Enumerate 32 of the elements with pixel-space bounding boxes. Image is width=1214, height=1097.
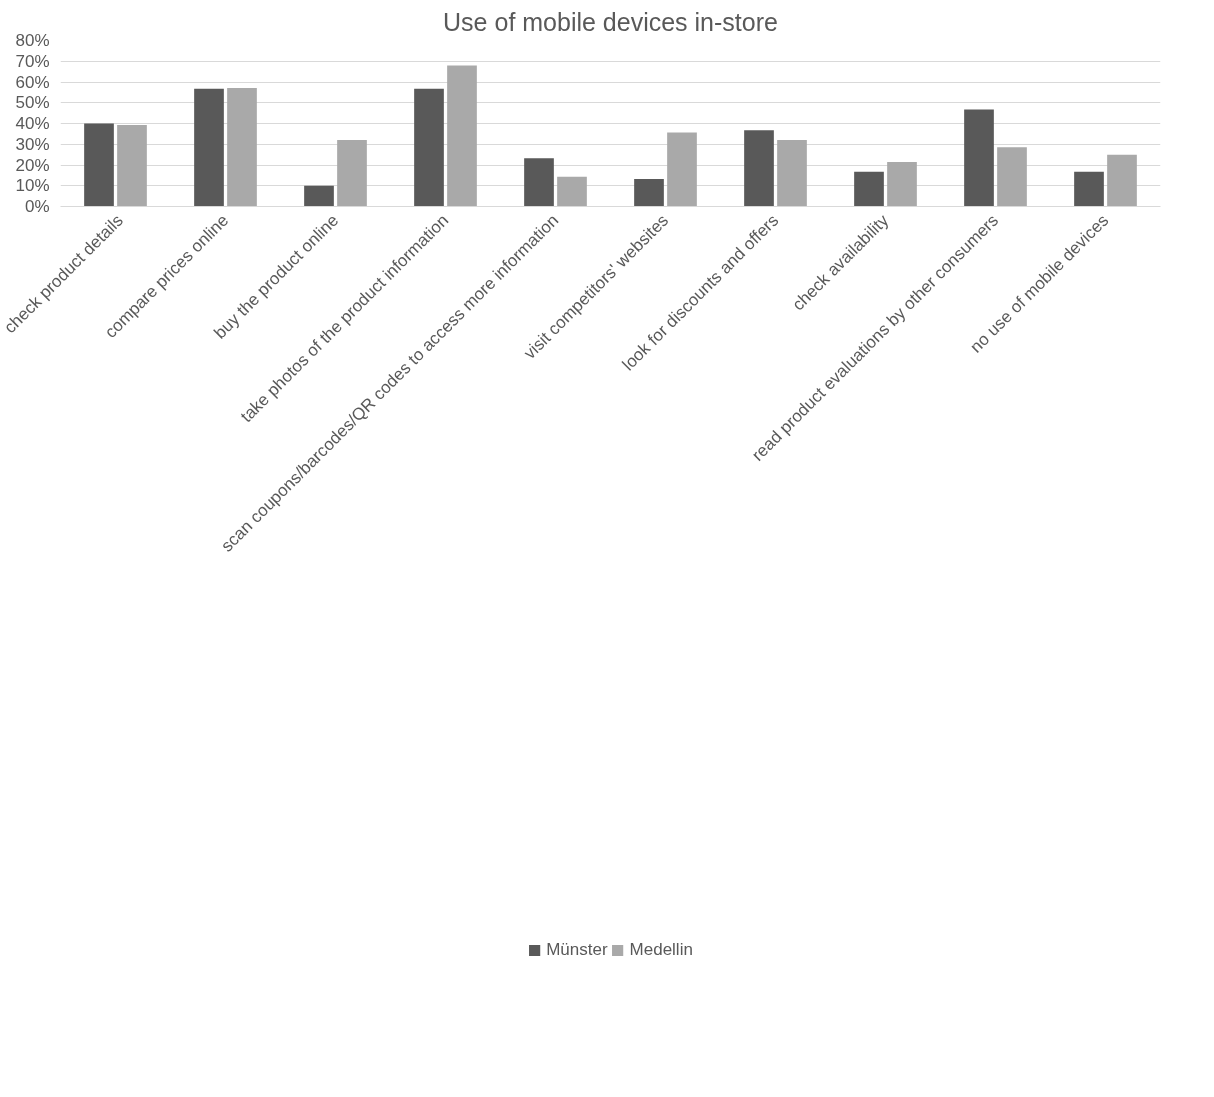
chart-title: Use of mobile devices in-store bbox=[443, 7, 778, 36]
legend-label: Münster bbox=[546, 940, 608, 960]
bar bbox=[1107, 154, 1137, 207]
bar bbox=[84, 123, 114, 207]
bar bbox=[194, 88, 224, 207]
y-tick-label: 10% bbox=[15, 176, 50, 196]
y-tick-label: 50% bbox=[15, 93, 50, 113]
bar bbox=[304, 185, 334, 207]
bar bbox=[414, 88, 444, 207]
y-tick-label: 20% bbox=[15, 155, 50, 175]
y-tick-label: 80% bbox=[15, 31, 50, 50]
bar bbox=[744, 130, 774, 207]
bar bbox=[337, 139, 367, 207]
bar bbox=[557, 176, 587, 207]
bar bbox=[777, 139, 807, 207]
bar bbox=[854, 171, 884, 207]
bar bbox=[997, 147, 1027, 207]
y-tick-label: 70% bbox=[15, 51, 50, 71]
legend-label: Medellin bbox=[629, 940, 693, 960]
bar bbox=[634, 178, 664, 207]
y-tick-label: 40% bbox=[15, 114, 50, 133]
bar bbox=[447, 65, 477, 207]
bar bbox=[524, 158, 554, 207]
bar bbox=[1074, 171, 1104, 207]
bar bbox=[227, 88, 257, 207]
bar bbox=[887, 162, 917, 207]
y-tick-label: 60% bbox=[15, 72, 50, 92]
y-tick-label: 0% bbox=[24, 197, 50, 216]
bar bbox=[667, 132, 697, 207]
bar bbox=[964, 109, 994, 207]
bar bbox=[117, 124, 147, 207]
y-tick-label: 30% bbox=[15, 134, 50, 154]
